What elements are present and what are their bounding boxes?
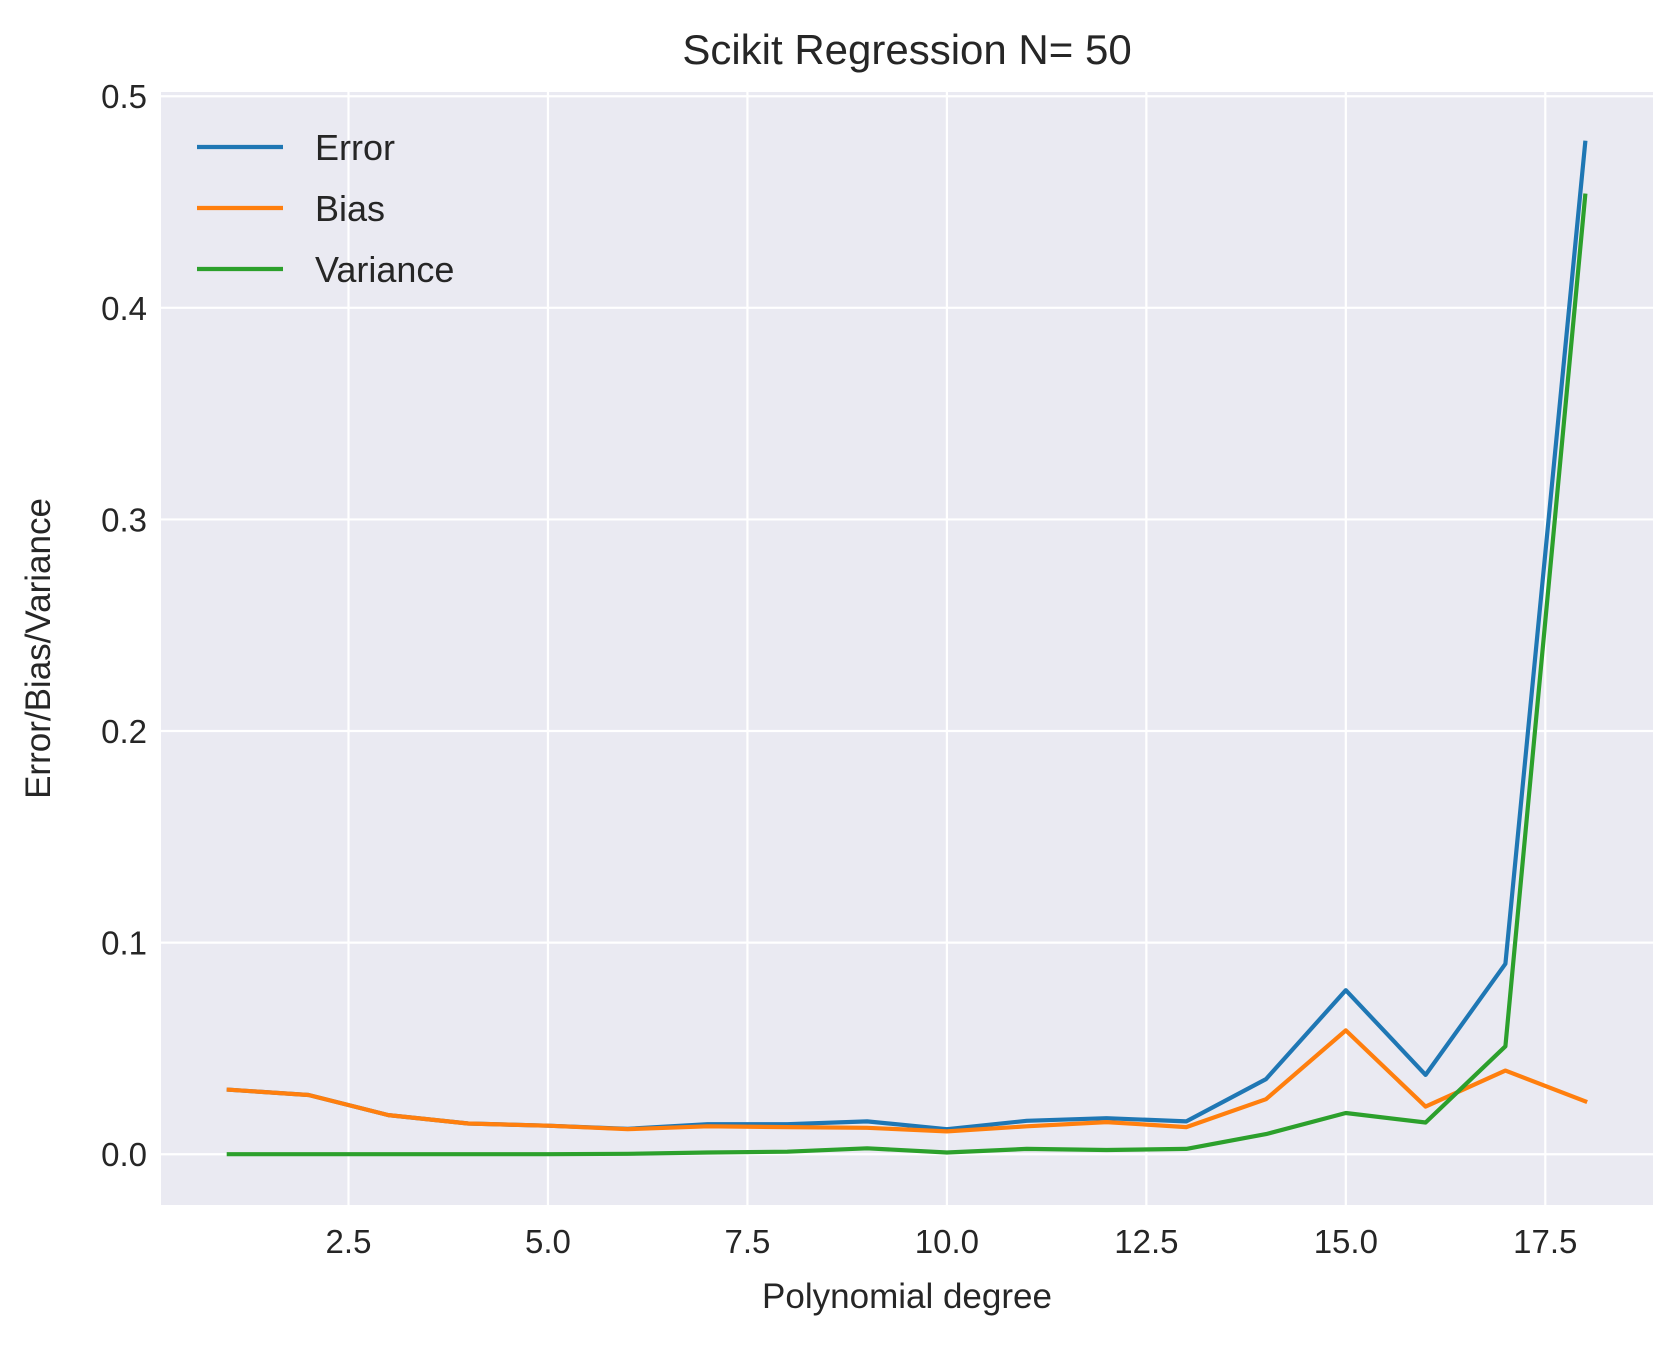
grid-lines	[161, 92, 1653, 1205]
series-line-bias	[226, 1028, 1588, 1134]
y-tick-label: 0.4	[101, 290, 147, 327]
x-tick-label: 15.0	[1314, 1223, 1378, 1260]
chart-title: Scikit Regression N= 50	[682, 26, 1131, 73]
series-line-variance	[226, 193, 1588, 1157]
x-tick-label: 12.5	[1114, 1223, 1178, 1260]
x-tick-label: 5.0	[525, 1223, 571, 1260]
y-tick-label: 0.3	[101, 501, 147, 538]
y-axis-label: Error/Bias/Variance	[19, 498, 58, 799]
tick-labels: 2.5 5.0 7.5 10.0 12.5 15.0 17.5 0.0 0.1 0.2 0.3 0.4…	[101, 78, 1577, 1260]
x-axis-label: Polynomial degree	[762, 1277, 1052, 1316]
plot-area	[161, 92, 1653, 1205]
legend-label-error: Error	[315, 127, 395, 168]
x-tick-label: 10.0	[915, 1223, 979, 1260]
legend-label-variance: Variance	[315, 249, 454, 290]
legend: Error Bias Variance	[197, 127, 454, 290]
x-tick-label: 7.5	[724, 1223, 770, 1260]
y-tick-label: 0.2	[101, 713, 147, 750]
legend-label-bias: Bias	[315, 188, 385, 229]
x-tick-label: 17.5	[1513, 1223, 1577, 1260]
y-tick-label: 0.5	[101, 78, 147, 115]
x-tick-label: 2.5	[326, 1223, 372, 1260]
y-tick-label: 0.1	[101, 925, 147, 962]
series-lines	[226, 140, 1588, 1157]
y-tick-label: 0.0	[101, 1136, 147, 1173]
